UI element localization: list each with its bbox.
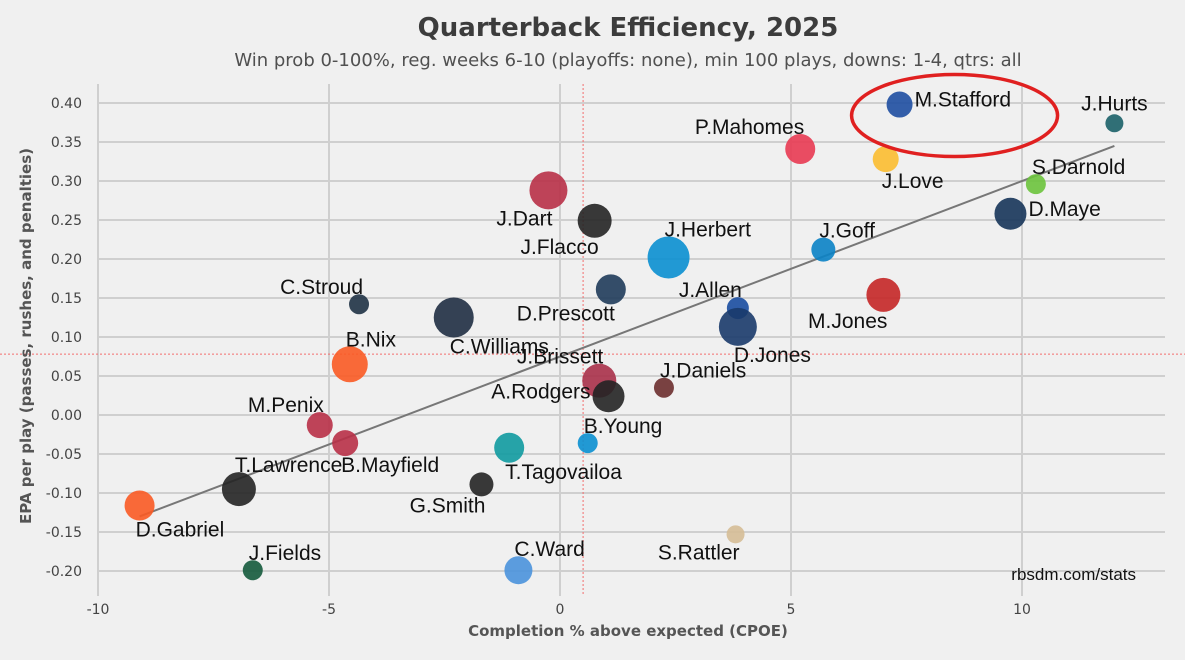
- point-labels: M.Stafford J.Hurts P.Mahomes J.Love S.Darnol…: [136, 89, 1148, 566]
- highlight-ellipse: [849, 72, 1060, 159]
- point-j-daniels: [653, 377, 674, 398]
- label-j-hurts: J.Hurts: [1081, 92, 1148, 115]
- label-c-williams: C.Williams: [450, 336, 549, 359]
- point-d-prescott: [595, 274, 626, 305]
- point-j-hurts: [1105, 114, 1124, 133]
- x-tick-label: 0: [556, 602, 565, 618]
- point-m-jones: [866, 277, 901, 312]
- mean-reference-lines: [0, 84, 1185, 596]
- point-j-fields: [242, 560, 263, 581]
- point-b-nix: [331, 346, 368, 383]
- point-b-mayfield: [332, 430, 359, 457]
- y-axis-label: EPA per play (passes, rushes, and penalt…: [17, 148, 35, 524]
- label-b-nix: B.Nix: [346, 328, 397, 351]
- x-tick-label: -10: [87, 602, 110, 618]
- point-c-stroud: [349, 294, 370, 315]
- label-j-daniels: J.Daniels: [660, 360, 746, 383]
- point-t-lawrence: [221, 472, 256, 507]
- point-s-darnold: [1025, 174, 1046, 195]
- point-d-gabriel: [124, 490, 155, 521]
- point-d-jones: [718, 307, 757, 346]
- point-g-smith: [469, 472, 494, 497]
- point-c-williams: [433, 297, 474, 338]
- label-t-lawrence: T.Lawrence: [235, 454, 342, 477]
- y-tick-label: 0.05: [51, 369, 82, 385]
- point-c-ward: [504, 556, 533, 585]
- label-p-mahomes: P.Mahomes: [695, 116, 804, 139]
- y-tick-label: 0.25: [51, 213, 82, 229]
- label-c-ward: C.Ward: [514, 538, 584, 561]
- point-j-flacco: [577, 203, 612, 238]
- label-d-jones: D.Jones: [734, 344, 811, 367]
- point-j-goff: [811, 237, 836, 262]
- point-j-dart: [529, 171, 568, 210]
- point-b-young: [577, 433, 598, 454]
- chart-title: Quarterback Efficiency, 2025: [418, 13, 839, 43]
- point-m-stafford: [886, 91, 913, 118]
- label-j-herbert: J.Herbert: [665, 218, 752, 241]
- point-s-rattler: [726, 525, 745, 544]
- y-tick-label: 0.00: [51, 408, 82, 424]
- x-tick-label: 10: [1013, 602, 1031, 618]
- y-tick-label: 0.10: [51, 330, 82, 346]
- label-j-fields: J.Fields: [249, 542, 321, 565]
- y-tick-label: 0.40: [51, 96, 82, 112]
- x-tick-label: -5: [322, 602, 336, 618]
- point-j-love: [872, 146, 899, 173]
- x-tick-label: 5: [787, 602, 796, 618]
- label-d-maye: D.Maye: [1028, 198, 1100, 221]
- label-s-darnold: S.Darnold: [1032, 156, 1125, 179]
- label-j-brissett: J.Brissett: [517, 346, 604, 369]
- point-a-rodgers: [592, 380, 625, 413]
- label-c-stroud: C.Stroud: [280, 276, 363, 299]
- label-j-dart: J.Dart: [496, 207, 552, 230]
- label-d-prescott: D.Prescott: [517, 302, 615, 325]
- label-s-rattler: S.Rattler: [658, 541, 740, 564]
- y-tick-label: 0.30: [51, 174, 82, 190]
- point-m-penix: [306, 412, 333, 439]
- label-t-tagovailoa: T.Tagovailoa: [505, 461, 622, 484]
- label-a-rodgers: A.Rodgers: [491, 380, 590, 403]
- y-tick-label: -0.05: [46, 447, 82, 463]
- trend-line: [139, 144, 1115, 518]
- label-j-allen: J.Allen: [679, 279, 742, 302]
- label-m-penix: M.Penix: [248, 394, 324, 417]
- y-tick-label: -0.20: [46, 564, 82, 580]
- label-b-mayfield: B.Mayfield: [341, 454, 439, 477]
- label-m-jones: M.Jones: [808, 310, 887, 333]
- label-d-gabriel: D.Gabriel: [136, 518, 225, 541]
- point-j-herbert: [647, 236, 690, 279]
- point-d-maye: [994, 197, 1027, 230]
- label-j-flacco: J.Flacco: [520, 236, 598, 259]
- point-t-tagovailoa: [494, 432, 525, 463]
- label-g-smith: G.Smith: [410, 494, 486, 517]
- y-tick-label: 0.20: [51, 252, 82, 268]
- label-j-love: J.Love: [882, 170, 944, 193]
- grid: [97, 84, 1165, 596]
- x-axis-label: Completion % above expected (CPOE): [468, 622, 788, 640]
- label-b-young: B.Young: [584, 415, 663, 438]
- axis-ticks: -0.20 -0.15 -0.10 -0.05 0.00 0.05 0.10 0.15 0.20…: [46, 96, 1031, 618]
- y-tick-label: -0.10: [46, 486, 82, 502]
- data-points: [124, 91, 1124, 585]
- label-j-goff: J.Goff: [819, 220, 875, 243]
- y-tick-label: 0.15: [51, 291, 82, 307]
- y-tick-label: -0.15: [46, 525, 82, 541]
- label-m-stafford: M.Stafford: [915, 89, 1012, 112]
- point-p-mahomes: [785, 134, 816, 165]
- chart-subtitle: Win prob 0-100%, reg. weeks 6-10 (playof…: [234, 50, 1021, 71]
- y-tick-label: 0.35: [51, 135, 82, 151]
- credit-text: rbsdm.com/stats: [1011, 565, 1136, 584]
